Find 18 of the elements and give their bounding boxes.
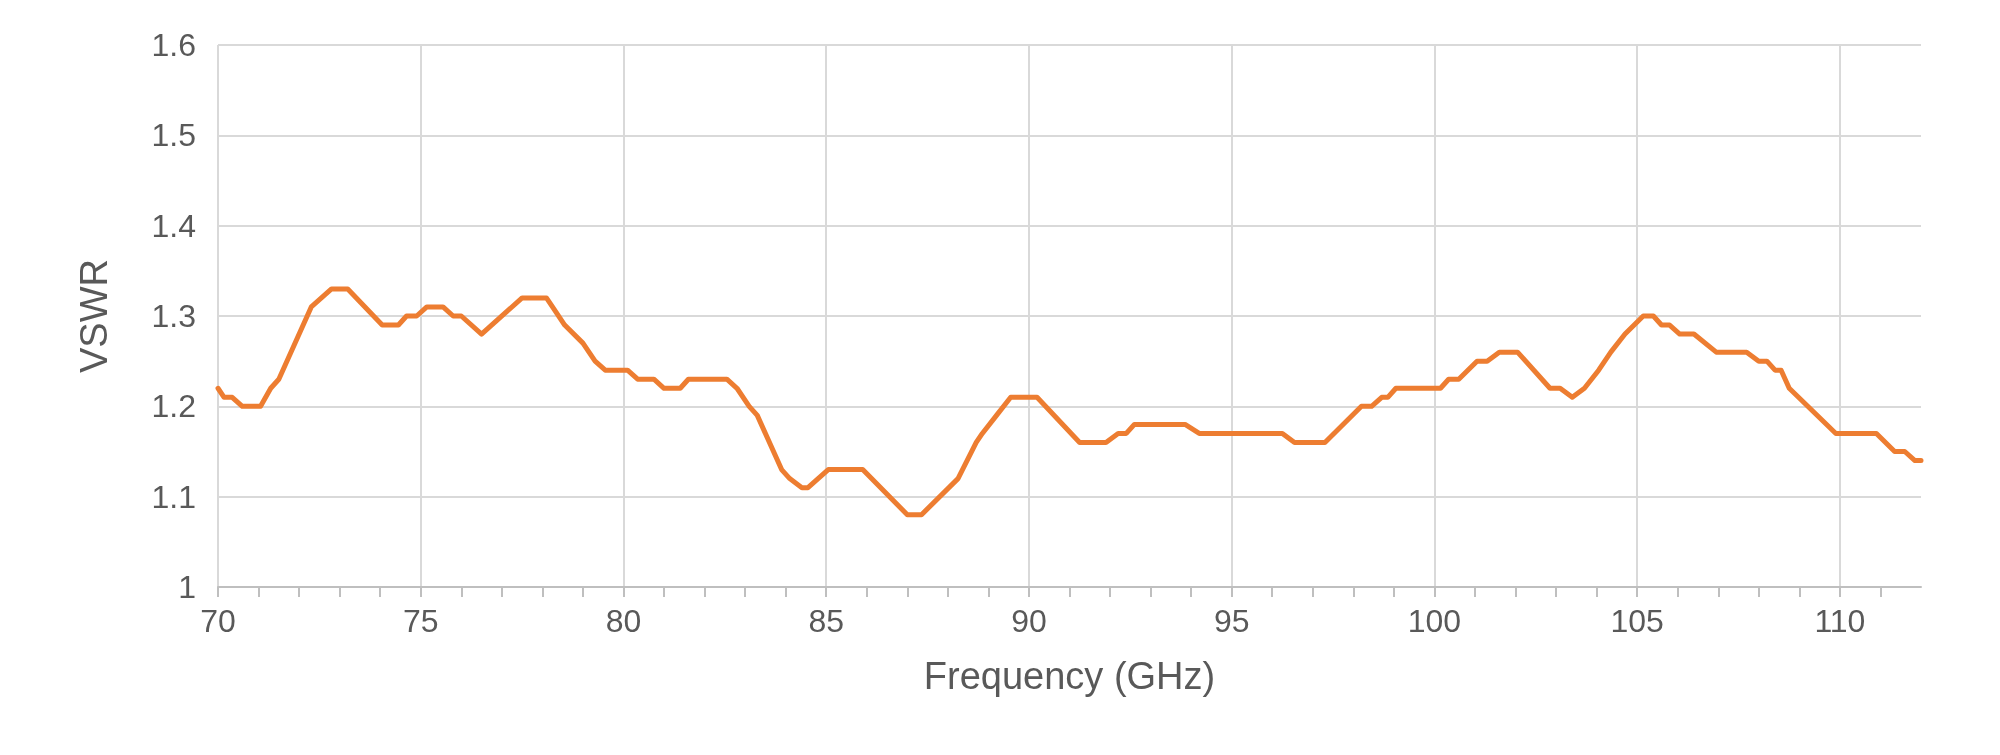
x-tick-label: 105 (1610, 603, 1664, 639)
x-tick-label: 110 (1814, 603, 1866, 639)
y-tick-label: 1.3 (151, 298, 196, 334)
y-tick-label: 1.2 (151, 388, 196, 425)
x-tick-label: 85 (808, 603, 845, 639)
y-tick-label: 1.4 (151, 207, 196, 244)
x-tick-label: 70 (200, 603, 236, 639)
x-axis-title: Frequency (GHz) (923, 655, 1216, 697)
y-tick-label: 1.5 (151, 117, 196, 154)
y-axis-title: VSWR (73, 259, 115, 373)
y-tick-label: 1.6 (151, 27, 196, 63)
x-tick-label: 95 (1213, 603, 1250, 639)
y-tick-label: 1 (178, 569, 196, 605)
x-tick-label: 80 (605, 603, 642, 639)
x-tick-label: 100 (1407, 603, 1462, 639)
x-tick-label: 90 (1011, 603, 1047, 639)
x-tick-label: 75 (402, 603, 439, 639)
y-tick-label: 1.1 (151, 478, 196, 515)
